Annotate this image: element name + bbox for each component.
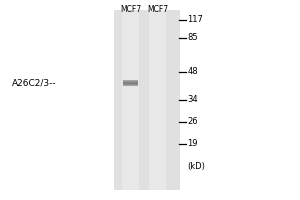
Text: MCF7: MCF7 <box>120 5 141 14</box>
Text: 117: 117 <box>188 16 203 24</box>
Text: 19: 19 <box>188 140 198 148</box>
Bar <box>122 10 139 190</box>
Text: 34: 34 <box>188 96 198 104</box>
Bar <box>123 85 138 86</box>
Bar <box>123 83 138 84</box>
Text: 48: 48 <box>188 68 198 76</box>
Text: MCF7: MCF7 <box>147 5 168 14</box>
Bar <box>123 79 138 80</box>
Bar <box>123 81 138 82</box>
Text: (kD): (kD) <box>188 162 206 170</box>
Text: 85: 85 <box>188 33 198 43</box>
Bar <box>123 82 138 83</box>
Text: A26C2/3--: A26C2/3-- <box>12 78 57 88</box>
Text: 26: 26 <box>188 117 198 127</box>
Bar <box>123 86 138 87</box>
Bar <box>123 80 138 81</box>
Bar <box>114 10 180 190</box>
Bar <box>123 84 138 85</box>
Bar <box>149 10 166 190</box>
